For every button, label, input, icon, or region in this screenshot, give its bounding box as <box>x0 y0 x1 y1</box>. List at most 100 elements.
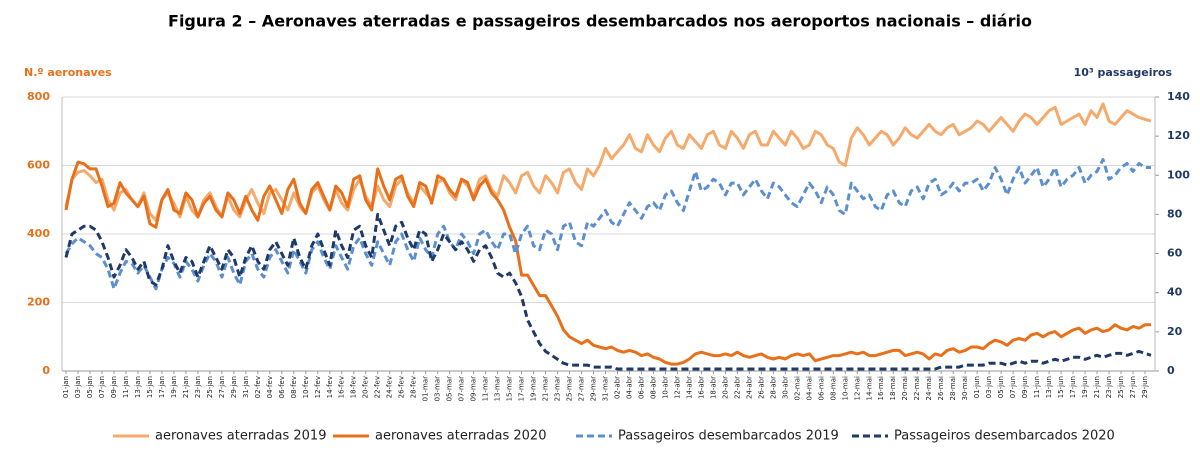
x-tick-label: 31-jan <box>242 376 250 398</box>
x-tick-label: 12-fev <box>314 376 322 398</box>
x-tick-label: 16-abr <box>697 376 705 399</box>
x-tick-label: 14-abr <box>685 376 693 399</box>
y-tick-label: 200 <box>27 296 50 309</box>
x-tick-label: 01-jun <box>973 376 981 398</box>
x-tick-label: 26-mai <box>937 376 945 401</box>
x-tick-label: 24-mai <box>925 376 933 401</box>
x-tick-label: 22-mai <box>913 376 921 401</box>
x-tick-label: 03-jan <box>74 376 82 398</box>
x-tick-label: 24-abr <box>745 376 753 399</box>
x-tick-label: 02-abr <box>613 376 621 399</box>
x-tick-label: 29-mar <box>590 376 598 402</box>
x-tick-label: 11-mar <box>482 376 490 402</box>
x-tick-label: 18-abr <box>709 376 717 399</box>
x-tick-label: 05-jun <box>997 376 1005 398</box>
x-tick-label: 27-jan <box>218 376 226 398</box>
x-tick-label: 06-abr <box>637 376 645 399</box>
x-tick-label: 11-jun <box>1033 376 1041 398</box>
x-tick-label: 14-fev <box>326 376 334 398</box>
y-tick-label: 800 <box>27 90 50 103</box>
x-tick-label: 08-abr <box>649 376 657 399</box>
y2-tick-label: 120 <box>1167 129 1190 142</box>
x-tick-label: 16-fev <box>338 376 346 398</box>
legend-label: Passageiros desembarcados 2020 <box>894 429 1115 444</box>
x-tick-label: 27-jun <box>1129 376 1137 398</box>
x-tick-label: 03-jun <box>985 376 993 398</box>
series-line <box>64 158 1151 291</box>
x-tick-label: 05-jan <box>86 376 94 398</box>
x-tick-label: 26-abr <box>757 376 765 399</box>
x-tick-label: 28-mai <box>949 376 957 401</box>
x-tick-label: 20-abr <box>721 376 729 399</box>
x-tick-label: 03-mar <box>434 376 442 402</box>
x-tick-label: 25-jun <box>1117 376 1125 398</box>
x-tick-label: 13-jun <box>1045 376 1053 398</box>
y2-tick-label: 100 <box>1167 168 1190 181</box>
y-axis-label: N.º aeronaves <box>24 66 112 79</box>
x-tick-label: 21-jan <box>182 376 190 398</box>
x-tick-label: 01-jan <box>62 376 70 398</box>
x-tick-label: 26-fev <box>398 376 406 398</box>
series-line <box>64 160 1151 366</box>
x-tick-label: 30-mai <box>961 376 969 401</box>
x-tick-label: 15-jan <box>146 376 154 398</box>
x-tick-label: 22-abr <box>733 376 741 399</box>
x-tick-label: 18-fev <box>350 376 358 398</box>
x-tick-label: 02-mai <box>793 376 801 401</box>
x-tick-label: 23-jun <box>1105 376 1113 398</box>
x-tick-label: 17-mar <box>518 376 526 402</box>
y-tick-label: 0 <box>42 364 50 377</box>
x-tick-label: 19-jan <box>170 376 178 398</box>
x-tick-label: 21-mar <box>542 376 550 402</box>
x-tick-label: 07-jun <box>1009 376 1017 398</box>
x-tick-label: 29-jan <box>230 376 238 398</box>
x-tick-label: 12-abr <box>673 376 681 399</box>
x-tick-label: 23-jan <box>194 376 202 398</box>
y2-tick-label: 20 <box>1167 325 1183 338</box>
y-tick-label: 400 <box>27 227 50 240</box>
x-tick-label: 13-mar <box>494 376 502 402</box>
x-tick-label: 04-mai <box>805 376 813 401</box>
y2-tick-label: 40 <box>1167 286 1183 299</box>
x-tick-label: 09-jan <box>110 376 118 398</box>
y-tick-label: 600 <box>27 159 50 172</box>
x-tick-label: 17-jun <box>1069 376 1077 398</box>
x-tick-label: 08-mai <box>829 376 837 401</box>
x-tick-label: 28-fev <box>410 376 418 398</box>
x-tick-label: 20-fev <box>362 376 370 398</box>
x-tick-label: 10-fev <box>302 376 310 398</box>
x-tick-label: 19-jun <box>1081 376 1089 398</box>
x-tick-label: 04-fev <box>266 376 274 398</box>
x-tick-label: 06-mai <box>817 376 825 401</box>
x-tick-label: 22-fev <box>374 376 382 398</box>
x-tick-label: 07-mar <box>458 376 466 402</box>
x-tick-label: 20-mai <box>901 376 909 401</box>
x-tick-label: 09-jun <box>1021 376 1029 398</box>
x-tick-label: 10-abr <box>661 376 669 399</box>
x-tick-label: 16-mai <box>877 376 885 401</box>
x-tick-label: 08-fev <box>290 376 298 398</box>
legend-label: Passageiros desembarcados 2019 <box>618 429 839 444</box>
x-tick-label: 10-mai <box>841 376 849 401</box>
x-tick-label: 06-fev <box>278 376 286 398</box>
legend-label: aeronaves aterradas 2020 <box>375 429 546 444</box>
y2-tick-label: 60 <box>1167 247 1183 260</box>
x-tick-label: 21-jun <box>1093 376 1101 398</box>
x-tick-label: 04-abr <box>625 376 633 399</box>
x-tick-label: 15-mar <box>506 376 514 402</box>
x-tick-label: 29-jun <box>1141 376 1149 398</box>
x-tick-label: 02-fev <box>254 376 262 398</box>
x-tick-label: 25-mar <box>566 376 574 402</box>
y2-tick-label: 140 <box>1167 90 1190 103</box>
x-tick-label: 07-jan <box>98 376 106 398</box>
x-tick-label: 14-mai <box>865 376 873 401</box>
x-tick-label: 15-jun <box>1057 376 1065 398</box>
y2-tick-label: 80 <box>1167 207 1183 220</box>
x-tick-label: 17-jan <box>158 376 166 398</box>
x-tick-label: 05-mar <box>446 376 454 402</box>
x-tick-label: 09-mar <box>470 376 478 402</box>
x-tick-label: 28-abr <box>769 376 777 399</box>
x-tick-label: 13-jan <box>134 376 142 398</box>
x-tick-label: 11-jan <box>122 376 130 398</box>
